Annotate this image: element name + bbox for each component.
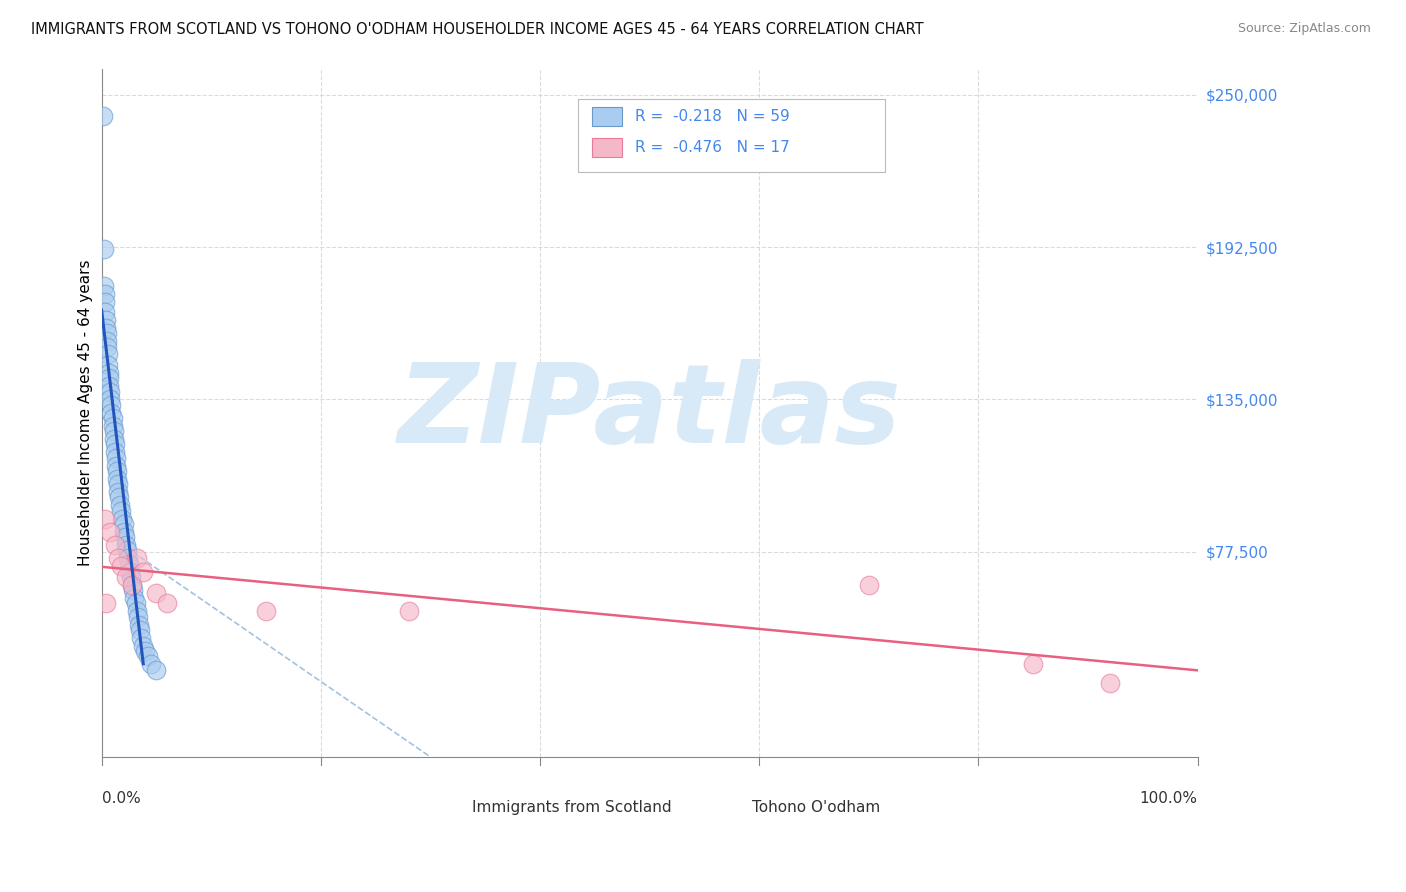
Text: 0.0%: 0.0% [101, 791, 141, 806]
Point [145, 586, 167, 600]
Point [858, 578, 880, 592]
Point [98, 371, 121, 385]
Point [125, 604, 148, 618]
Point [254, 604, 277, 618]
Point [114, 538, 136, 552]
Point [94, 511, 117, 525]
Point [105, 472, 128, 486]
Text: IMMIGRANTS FROM SCOTLAND VS TOHONO O'ODHAM HOUSEHOLDER INCOME AGES 45 - 64 YEARS: IMMIGRANTS FROM SCOTLAND VS TOHONO O'ODH… [31, 22, 924, 37]
FancyBboxPatch shape [592, 138, 623, 157]
Point [136, 649, 159, 664]
Point [94, 596, 117, 610]
Point [94, 294, 117, 309]
Point [97, 358, 120, 372]
Point [118, 557, 141, 571]
Point [124, 596, 146, 610]
Point [93, 242, 115, 256]
Point [107, 477, 129, 491]
Point [107, 485, 129, 500]
Point [156, 596, 179, 610]
Point [124, 591, 146, 605]
Text: 100.0%: 100.0% [1140, 791, 1198, 806]
Point [110, 559, 132, 574]
FancyBboxPatch shape [578, 100, 886, 172]
Point [94, 321, 117, 335]
Point [110, 504, 132, 518]
Point [104, 437, 127, 451]
Y-axis label: Householder Income Ages 45 - 64 years: Householder Income Ages 45 - 64 years [79, 260, 93, 566]
Point [111, 511, 134, 525]
Point [108, 491, 131, 505]
Point [107, 551, 129, 566]
FancyBboxPatch shape [710, 797, 741, 817]
Point [96, 334, 118, 349]
Point [125, 551, 148, 566]
Point [120, 565, 142, 579]
Point [112, 516, 135, 531]
Text: R =  -0.476   N = 17: R = -0.476 N = 17 [636, 140, 790, 155]
Point [101, 419, 124, 434]
Point [129, 623, 152, 637]
Point [132, 565, 155, 579]
Point [96, 339, 118, 353]
Point [98, 379, 121, 393]
Text: Immigrants from Scotland: Immigrants from Scotland [472, 799, 672, 814]
Point [132, 639, 155, 653]
FancyBboxPatch shape [430, 797, 461, 817]
Point [101, 411, 124, 425]
Point [100, 392, 122, 407]
FancyBboxPatch shape [592, 107, 623, 127]
Point [110, 499, 132, 513]
Text: Tohono O'odham: Tohono O'odham [752, 799, 880, 814]
Point [96, 326, 118, 341]
Point [1098, 675, 1121, 690]
Point [105, 464, 128, 478]
Point [114, 530, 136, 544]
Point [117, 551, 139, 566]
Point [398, 604, 420, 618]
Point [139, 657, 162, 672]
Point [94, 313, 117, 327]
Point [94, 305, 117, 319]
Point [145, 663, 167, 677]
Point [112, 524, 135, 539]
Point [134, 644, 156, 658]
Point [127, 609, 149, 624]
Text: R =  -0.218   N = 59: R = -0.218 N = 59 [636, 109, 790, 124]
Point [128, 617, 150, 632]
Point [91, 109, 114, 123]
Point [100, 398, 122, 412]
Point [103, 424, 125, 438]
Text: ZIPatlas: ZIPatlas [398, 359, 901, 467]
Point [98, 366, 121, 380]
Point [100, 406, 122, 420]
Point [1022, 657, 1045, 672]
Point [93, 278, 115, 293]
Point [100, 384, 122, 399]
Point [114, 570, 136, 584]
Point [120, 570, 142, 584]
Point [129, 631, 152, 645]
Point [122, 583, 145, 598]
Point [103, 432, 125, 446]
Point [104, 538, 127, 552]
Point [104, 450, 127, 465]
Point [104, 445, 127, 459]
Point [104, 458, 127, 473]
Text: Source: ZipAtlas.com: Source: ZipAtlas.com [1237, 22, 1371, 36]
Point [94, 286, 117, 301]
Point [100, 524, 122, 539]
Point [97, 347, 120, 361]
Point [115, 543, 138, 558]
Point [121, 578, 143, 592]
Point [121, 578, 143, 592]
